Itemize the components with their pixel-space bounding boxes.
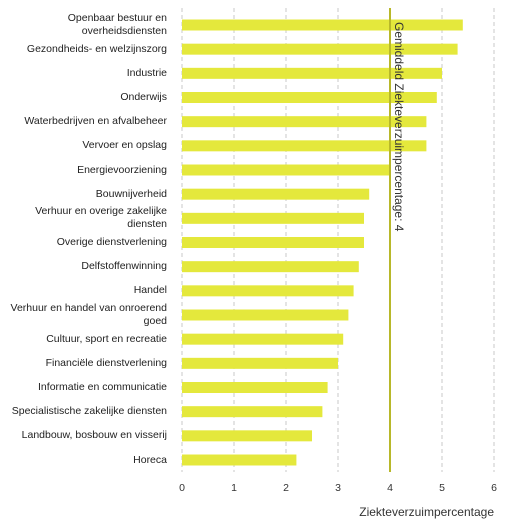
x-tick-label: 0: [179, 482, 185, 494]
bar: [182, 19, 463, 31]
category-label: Landbouw, bosbouw en visserij: [21, 429, 167, 442]
bar: [182, 406, 323, 418]
category-label: Horeca: [133, 453, 167, 466]
bar: [182, 430, 312, 442]
bar: [182, 67, 442, 79]
category-label: Openbaar bestuur en overheidsdiensten: [67, 12, 167, 37]
category-label: Gezondheids- en welzijnszorg: [26, 42, 167, 55]
x-tick-label: 4: [387, 482, 393, 494]
category-label: Handel: [133, 284, 167, 297]
category-label: Industrie: [126, 66, 167, 79]
category-label: Cultuur, sport en recreatie: [46, 332, 167, 345]
category-label: Bouwnijverheid: [95, 187, 167, 200]
category-label: Informatie en communicatie: [38, 381, 167, 393]
bar: [182, 43, 458, 55]
bar: [182, 382, 328, 393]
bar: [182, 333, 344, 345]
bar: [182, 92, 437, 103]
category-label: Energievoorziening: [77, 163, 167, 176]
bar: [182, 212, 364, 224]
bar: [182, 454, 297, 466]
category-label: Verhuur en overige zakelijke diensten: [35, 205, 167, 231]
category-label: Verhuur en handel van onroerend goed: [10, 302, 167, 327]
reference-label: Gemiddeld Ziekteverzuimpercentage: 4: [392, 22, 406, 232]
bar: [182, 285, 354, 297]
x-tick-label: 6: [491, 482, 497, 494]
x-tick-label: 2: [283, 482, 289, 494]
category-label: Vervoer en opslag: [82, 139, 167, 152]
category-label: Waterbedrijven en afvalbeheer: [24, 115, 167, 128]
bar: [182, 116, 427, 128]
category-label: Financiële dienstverlening: [45, 356, 167, 369]
bar: [182, 309, 349, 321]
bar: [182, 140, 427, 152]
x-tick-label: 3: [335, 482, 341, 494]
bar: [182, 164, 390, 176]
bar: [182, 188, 370, 200]
x-tick-label: 5: [439, 482, 445, 494]
category-label: Overige dienstverlening: [56, 236, 167, 248]
category-label: Delfstoffenwinning: [81, 260, 167, 273]
x-axis-title: Ziekteverzuimpercentage: [359, 505, 494, 519]
category-label: Onderwijs: [120, 91, 167, 103]
category-label: Specialistische zakelijke diensten: [11, 405, 167, 418]
x-tick-label: 1: [231, 482, 237, 494]
bar: [182, 261, 359, 273]
bar: [182, 237, 364, 248]
bar: [182, 357, 338, 369]
